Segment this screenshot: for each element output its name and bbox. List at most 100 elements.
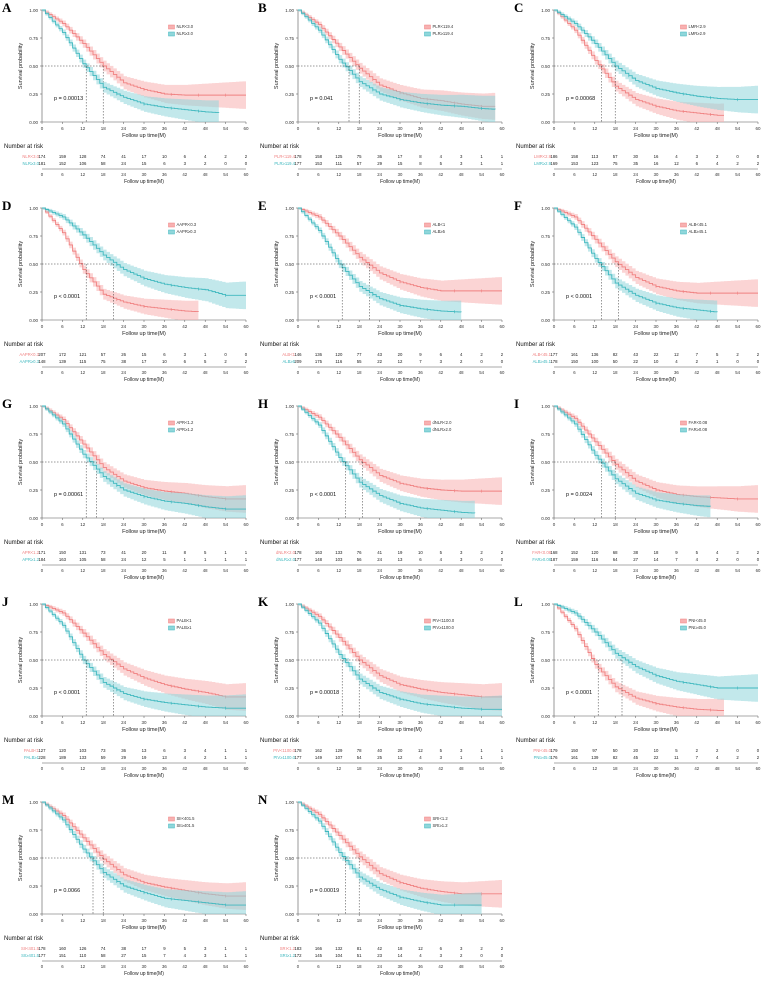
x-tick-label: 12 [592, 522, 598, 527]
risk-count: 153 [571, 161, 579, 166]
panel-label: N [258, 792, 268, 807]
x-tick-label: 18 [357, 126, 363, 131]
risk-row-label-2: ALB≥5 [282, 359, 295, 364]
risk-count: 2 [501, 946, 504, 951]
legend-swatch-1 [424, 24, 431, 30]
risk-count: 186 [550, 154, 558, 159]
risk-x-tick-label: 42 [438, 568, 443, 573]
y-tick-label: 0.00 [541, 516, 550, 521]
y-tick-label: 1.00 [285, 206, 294, 211]
risk-count: 5 [440, 161, 443, 166]
risk-table-title: Number at risk [4, 738, 44, 744]
y-tick-label: 0.50 [29, 262, 38, 267]
x-tick-label: 18 [357, 720, 363, 725]
risk-x-tick-label: 30 [142, 964, 147, 969]
x-tick-label: 18 [613, 324, 619, 329]
survival-curve-1 [298, 207, 502, 292]
risk-count: 159 [59, 154, 67, 159]
risk-count: 189 [59, 755, 67, 760]
risk-count: 178 [38, 946, 46, 951]
legend-swatch-2 [424, 427, 431, 433]
risk-x-tick-label: 60 [244, 568, 249, 573]
risk-table-title: Number at risk [516, 738, 556, 744]
risk-count: 145 [315, 953, 323, 958]
risk-count: 158 [571, 154, 579, 159]
x-tick-label: 12 [592, 126, 598, 131]
y-tick-label: 1.00 [285, 8, 294, 13]
risk-x-tick-label: 30 [654, 766, 659, 771]
risk-x-tick-label: 54 [735, 370, 740, 375]
survival-curve-1 [298, 801, 502, 895]
risk-count: 4 [204, 748, 207, 753]
risk-count: 12 [398, 359, 403, 364]
risk-x-tick-label: 12 [336, 766, 341, 771]
x-tick-label: 30 [141, 918, 147, 923]
risk-count: 1 [480, 161, 483, 166]
risk-count: 1 [501, 154, 504, 159]
km-chart: 0.000.250.500.751.000 6 12 18 24 30 36 42 48 54 60… [4, 8, 249, 185]
panel-label: C [514, 0, 524, 15]
risk-count: 2 [245, 154, 248, 159]
risk-count: 54 [357, 755, 362, 760]
risk-count: 2 [757, 161, 760, 166]
x-tick-label: 48 [715, 324, 721, 329]
survival-curve-2 [554, 405, 711, 507]
km-chart: 0.000.250.500.751.000 6 12 18 24 30 36 42 48 54 60… [516, 404, 761, 581]
risk-count: 11 [162, 550, 167, 555]
risk-count: 36 [377, 154, 382, 159]
ci-band-2 [42, 208, 246, 310]
risk-count: 139 [59, 359, 67, 364]
p-value: p = 0.0024 [566, 492, 592, 498]
risk-count: 105 [79, 557, 87, 562]
risk-x-tick-label: 30 [398, 172, 403, 177]
x-tick-label: 60 [499, 720, 505, 725]
risk-count: 150 [59, 550, 67, 555]
x-tick-label: 0 [41, 126, 44, 131]
p-value: p < 0.0001 [310, 492, 336, 498]
risk-x-tick-label: 12 [336, 568, 341, 573]
risk-x-tick-label: 24 [633, 568, 638, 573]
x-axis-title: Follow up time(M) [378, 133, 422, 139]
risk-x-tick-label: 36 [162, 568, 167, 573]
risk-count: 4 [419, 953, 422, 958]
risk-count: 20 [142, 550, 147, 555]
x-tick-label: 30 [653, 720, 659, 725]
risk-x-tick-label: 54 [223, 568, 228, 573]
risk-x-axis-title: Follow up time(M) [636, 377, 676, 383]
x-tick-label: 0 [297, 324, 300, 329]
risk-x-tick-label: 18 [357, 172, 362, 177]
x-tick-label: 54 [479, 324, 485, 329]
x-tick-label: 60 [243, 324, 249, 329]
x-tick-label: 60 [499, 522, 505, 527]
km-panel-l: L 0.00 0.25 0.50 0.75 1.00 0 6 12 18 24 30 36 42 48 54 6… [512, 594, 768, 792]
x-tick-label: 0 [41, 918, 44, 923]
x-axis-title: Follow up time(M) [634, 133, 678, 139]
risk-count: 12 [142, 557, 147, 562]
risk-count: 97 [592, 748, 597, 753]
risk-count: 12 [398, 755, 403, 760]
risk-count: 150 [571, 359, 579, 364]
risk-count: 136 [315, 352, 323, 357]
risk-count: 7 [696, 352, 699, 357]
panel-label: J [2, 594, 9, 609]
legend-label-1: FAR<0.08 [688, 420, 707, 425]
risk-x-tick-label: 6 [61, 568, 64, 573]
risk-x-tick-label: 6 [61, 370, 64, 375]
risk-count: 176 [550, 755, 558, 760]
risk-x-tick-label: 18 [357, 568, 362, 573]
risk-count: 40 [377, 748, 382, 753]
risk-x-tick-label: 24 [633, 766, 638, 771]
y-tick-label: 0.25 [541, 290, 550, 295]
x-tick-label: 60 [243, 918, 249, 923]
risk-count: 3 [184, 352, 187, 357]
x-tick-label: 18 [101, 522, 107, 527]
panel-label: E [258, 198, 267, 213]
risk-row-label-2: ALB≥45.1 [533, 359, 552, 364]
x-tick-label: 6 [573, 720, 576, 725]
x-tick-label: 48 [715, 522, 721, 527]
x-axis-title: Follow up time(M) [634, 529, 678, 535]
risk-x-tick-label: 48 [203, 172, 208, 177]
x-tick-label: 6 [317, 918, 320, 923]
risk-count: 178 [294, 748, 302, 753]
risk-count: 106 [79, 161, 87, 166]
